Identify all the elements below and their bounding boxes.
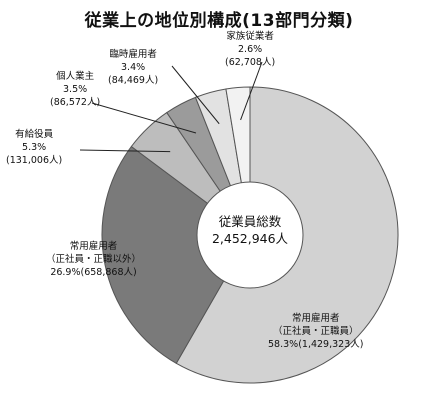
slice-label-paid-officers: 有給役員 5.3% (131,006人) <box>6 128 62 167</box>
leader-line-temporary-employees <box>171 65 220 125</box>
slice-name-line: 家族従業者 <box>226 31 274 42</box>
center-label-value: 2,452,946人 <box>211 231 289 246</box>
slice-count: (131,006人) <box>6 155 63 166</box>
leader-line-sole-proprietors <box>91 102 197 134</box>
slice-label-family-workers: 家族従業者 2.6% (62,708人) <box>225 30 275 69</box>
slice-value: 26.9%(658,868人) <box>46 266 141 279</box>
slice-count: (84,469人) <box>108 75 159 86</box>
slice-label-temporary-employees: 臨時雇用者 3.4% (84,469人) <box>108 48 158 87</box>
slice-name-line: 有給役員 <box>15 129 54 140</box>
slice-name-line: （正社員・正職員） <box>272 326 359 337</box>
slice-label-regular-non-full-time: 常用雇用者 （正社員・正職以外） 26.9%(658,868人) <box>46 240 141 279</box>
pie-slice-regular-non-full-time <box>101 145 251 365</box>
slice-name-line: 常用雇用者 <box>291 313 340 324</box>
slice-percent: 58.3% <box>268 339 299 350</box>
leader-line-family-workers <box>240 61 263 121</box>
leader-lines <box>79 61 263 153</box>
slice-name-line: （正社員・正職以外） <box>46 254 142 265</box>
slice-count: (86,572人) <box>50 97 101 108</box>
slice-name-line: 常用雇用者 <box>69 241 118 252</box>
slice-name-line: 臨時雇用者 <box>109 49 157 60</box>
slice-percent: 3.5% <box>63 84 88 95</box>
slice-label-sole-proprietors: 個人業主 3.5% (86,572人) <box>50 70 100 109</box>
chart-title: 従業上の地位別構成(13部門分類) <box>84 11 354 31</box>
slice-percent: 5.3% <box>22 142 47 153</box>
slice-count: (658,868人) <box>80 267 137 278</box>
slice-name-line: 個人業主 <box>56 71 95 82</box>
donut-hole <box>196 181 304 289</box>
slice-count: (1,429,323人) <box>298 339 364 350</box>
center-label-title: 従業員総数 <box>218 214 282 229</box>
slice-count: (62,708人) <box>225 57 276 68</box>
slice-label-regular-full-time: 常用雇用者 （正社員・正職員） 58.3%(1,429,323人) <box>268 312 363 351</box>
slice-percent: 3.4% <box>121 62 146 73</box>
slice-percent: 26.9% <box>50 267 81 278</box>
slice-value: 58.3%(1,429,323人) <box>268 338 363 351</box>
slice-percent: 2.6% <box>238 44 263 55</box>
center-label: 従業員総数 2,452,946人 <box>196 213 304 247</box>
leader-line-paid-officers <box>79 149 171 153</box>
